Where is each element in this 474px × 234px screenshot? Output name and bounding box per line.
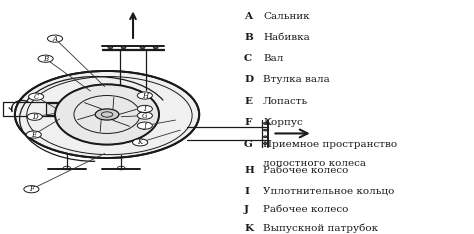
Text: C: C: [244, 54, 252, 63]
Text: Выпускной патрубок: Выпускной патрубок: [263, 224, 378, 233]
Text: D: D: [32, 113, 37, 121]
Text: F: F: [244, 118, 252, 127]
Circle shape: [137, 112, 153, 119]
Text: Лопасть: Лопасть: [263, 97, 308, 106]
Text: I: I: [244, 187, 249, 196]
Circle shape: [140, 46, 145, 49]
Circle shape: [137, 122, 153, 129]
Text: K: K: [244, 224, 253, 233]
Text: Набивка: Набивка: [263, 33, 310, 42]
Text: Уплотнительное кольцо: Уплотнительное кольцо: [263, 187, 394, 196]
Circle shape: [27, 113, 42, 120]
Text: H: H: [142, 91, 148, 99]
Text: лопостного колеса: лопостного колеса: [263, 159, 366, 168]
Text: E: E: [244, 97, 252, 106]
Text: E: E: [31, 131, 36, 139]
Text: B: B: [244, 33, 253, 42]
Circle shape: [133, 139, 148, 146]
Circle shape: [95, 109, 119, 120]
Text: H: H: [244, 166, 254, 175]
Circle shape: [264, 129, 267, 131]
Text: Втулка вала: Втулка вала: [263, 75, 330, 84]
Circle shape: [26, 131, 41, 138]
Circle shape: [137, 105, 153, 113]
Circle shape: [15, 71, 199, 158]
Text: Сальник: Сальник: [263, 12, 310, 21]
Text: Корпус: Корпус: [263, 118, 303, 127]
Text: C: C: [34, 93, 39, 101]
Circle shape: [38, 55, 53, 62]
Circle shape: [24, 186, 39, 193]
Text: J: J: [144, 122, 146, 130]
Text: F: F: [29, 185, 34, 193]
Text: B: B: [43, 55, 48, 63]
Text: I: I: [144, 105, 146, 113]
Circle shape: [264, 143, 267, 144]
Text: A: A: [53, 35, 57, 43]
FancyBboxPatch shape: [46, 103, 72, 115]
Circle shape: [121, 46, 126, 49]
Text: Вал: Вал: [263, 54, 283, 63]
Circle shape: [137, 92, 153, 99]
Text: Рабочее колесо: Рабочее колесо: [263, 166, 348, 175]
Text: K: K: [137, 138, 143, 146]
Circle shape: [28, 93, 44, 100]
Text: Приемное пространство: Приемное пространство: [263, 140, 397, 149]
Text: D: D: [244, 75, 253, 84]
Text: Рабочее колесо: Рабочее колесо: [263, 205, 348, 214]
Ellipse shape: [55, 84, 159, 145]
Circle shape: [47, 35, 63, 42]
Text: G: G: [244, 140, 253, 149]
Circle shape: [264, 123, 267, 124]
Circle shape: [154, 46, 158, 49]
Text: A: A: [244, 12, 252, 21]
Circle shape: [264, 136, 267, 138]
Text: J: J: [244, 205, 249, 214]
Text: G: G: [142, 112, 148, 120]
Circle shape: [108, 46, 113, 49]
